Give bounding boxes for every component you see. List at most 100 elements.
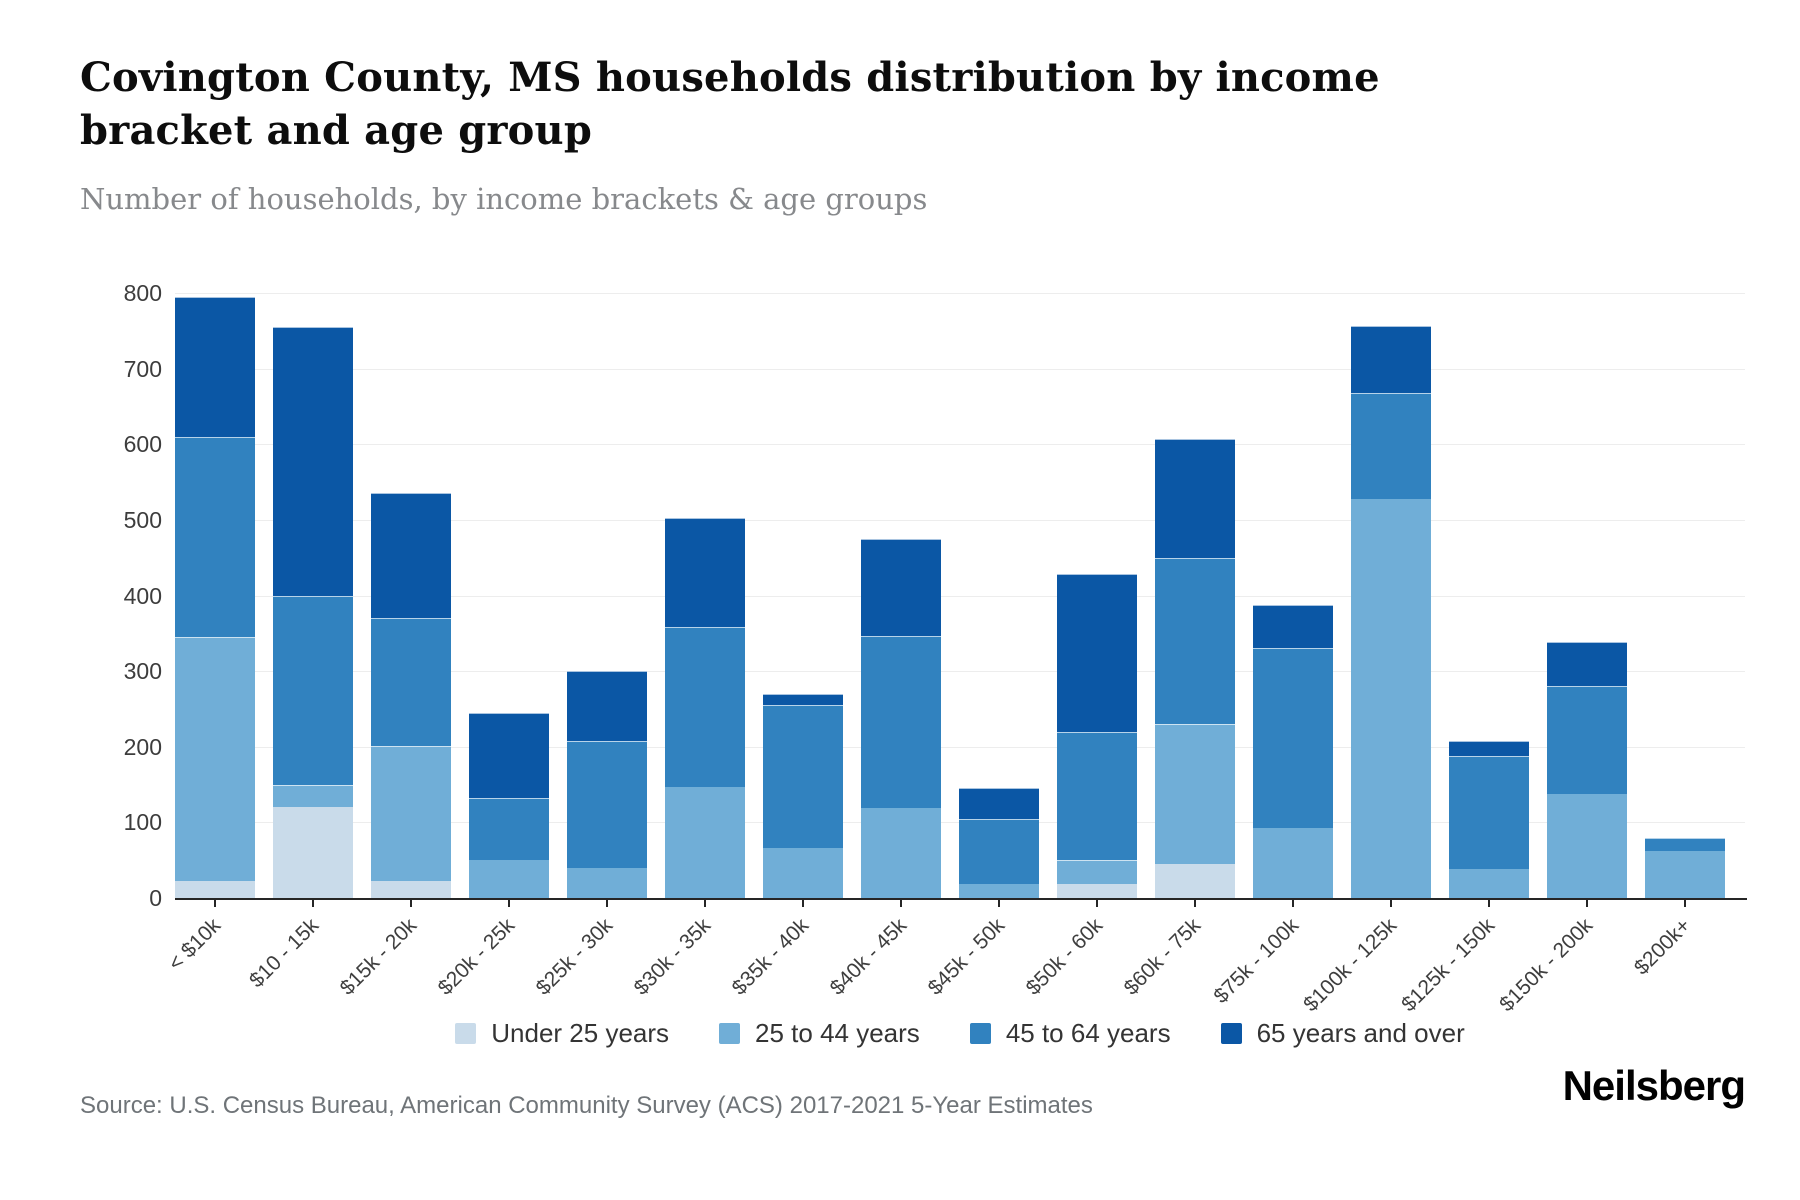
bar-segment-Under 25 years bbox=[371, 880, 451, 898]
bar-segment-65 years and over bbox=[1155, 438, 1235, 558]
legend-item-45 to 64 years[interactable]: 45 to 64 years bbox=[969, 1018, 1171, 1049]
bar-segment-45 to 64 years bbox=[1253, 648, 1333, 828]
bar-$10 - 15k bbox=[273, 240, 353, 898]
bar-segment-25 to 44 years bbox=[1253, 827, 1333, 898]
x-tick bbox=[998, 900, 1000, 907]
bar-segment-65 years and over bbox=[1449, 741, 1529, 756]
gridline-800 bbox=[175, 293, 1745, 294]
bar-segment-65 years and over bbox=[469, 712, 549, 799]
bar-segment-Under 25 years bbox=[1057, 884, 1137, 898]
bar-segment-65 years and over bbox=[861, 538, 941, 636]
bar-segment-25 to 44 years bbox=[1449, 869, 1529, 898]
legend-label: Under 25 years bbox=[491, 1018, 670, 1048]
bar-segment-65 years and over bbox=[175, 296, 255, 437]
legend-swatch bbox=[719, 1023, 741, 1044]
y-tick-label-500: 500 bbox=[123, 506, 162, 533]
bar-segment-65 years and over bbox=[665, 518, 745, 628]
bar-segment-45 to 64 years bbox=[567, 741, 647, 868]
bar-$40k - 45k bbox=[861, 240, 941, 898]
bar-segment-25 to 44 years bbox=[1547, 793, 1627, 898]
bar-segment-25 to 44 years bbox=[273, 784, 353, 808]
gridline-400 bbox=[175, 595, 1745, 597]
bar-segment-45 to 64 years bbox=[1547, 686, 1627, 794]
bar-$30k - 35k bbox=[665, 240, 745, 898]
bar-segment-45 to 64 years bbox=[175, 436, 255, 638]
legend-label: 25 to 44 years bbox=[755, 1018, 920, 1048]
x-tick bbox=[1488, 900, 1490, 907]
bar-segment-45 to 64 years bbox=[469, 798, 549, 861]
bar-segment-Under 25 years bbox=[175, 880, 255, 898]
bar-segment-65 years and over bbox=[1057, 574, 1137, 732]
x-tick bbox=[704, 900, 706, 907]
bar-$45k - 50k bbox=[959, 240, 1039, 898]
bar-segment-25 to 44 years bbox=[1351, 499, 1431, 898]
bar-segment-45 to 64 years bbox=[1645, 837, 1725, 852]
chart-title: Covington County, MS households distribu… bbox=[80, 54, 1380, 154]
bar-segment-25 to 44 years bbox=[371, 746, 451, 881]
bar-$60k - 75k bbox=[1155, 240, 1235, 898]
y-tick-label-300: 300 bbox=[123, 658, 162, 685]
gridline-600 bbox=[175, 444, 1745, 446]
neilsberg-logo: Neilsberg bbox=[1562, 1062, 1746, 1109]
bar-segment-65 years and over bbox=[763, 693, 843, 706]
legend-label: 65 years and over bbox=[1256, 1018, 1465, 1048]
gridline-500 bbox=[175, 519, 1745, 521]
x-tick bbox=[312, 900, 314, 907]
bar-< $10k bbox=[175, 240, 255, 898]
bar-segment-25 to 44 years bbox=[861, 808, 941, 898]
bar-$75k - 100k bbox=[1253, 240, 1333, 898]
source-note: Source: U.S. Census Bureau, American Com… bbox=[80, 1092, 1093, 1119]
bar-segment-45 to 64 years bbox=[273, 595, 353, 785]
bar-$125k - 150k bbox=[1449, 240, 1529, 898]
bar-$20k - 25k bbox=[469, 240, 549, 898]
x-tick bbox=[410, 900, 412, 907]
x-tick bbox=[1390, 900, 1392, 907]
bar-segment-45 to 64 years bbox=[1155, 557, 1235, 725]
x-tick bbox=[900, 900, 902, 907]
y-tick-label-100: 100 bbox=[123, 809, 162, 836]
bar-segment-25 to 44 years bbox=[469, 860, 549, 898]
bar-$15k - 20k bbox=[371, 240, 451, 898]
bar-segment-65 years and over bbox=[567, 671, 647, 742]
bar-segment-45 to 64 years bbox=[371, 618, 451, 746]
bar-segment-45 to 64 years bbox=[959, 818, 1039, 884]
legend-swatch bbox=[455, 1023, 477, 1044]
bar-segment-45 to 64 years bbox=[763, 705, 843, 849]
bar-$150k - 200k bbox=[1547, 240, 1627, 898]
x-tick bbox=[606, 900, 608, 907]
bar-segment-45 to 64 years bbox=[665, 627, 745, 787]
bar-$35k - 40k bbox=[763, 240, 843, 898]
x-tick bbox=[1292, 900, 1294, 907]
gridline-300 bbox=[175, 671, 1745, 673]
x-tick bbox=[802, 900, 804, 907]
y-tick-label-400: 400 bbox=[123, 582, 162, 609]
bar-segment-Under 25 years bbox=[273, 807, 353, 898]
y-tick-label-700: 700 bbox=[123, 355, 162, 382]
legend-item-65 years and over[interactable]: 65 years and over bbox=[1220, 1018, 1465, 1049]
legend: Under 25 years 25 to 44 years 45 to 64 yea… bbox=[175, 1018, 1745, 1049]
legend-item-Under 25 years[interactable]: Under 25 years bbox=[455, 1018, 669, 1049]
y-tick-label-200: 200 bbox=[123, 733, 162, 760]
bar-$200k+ bbox=[1645, 240, 1725, 898]
y-tick-label-800: 800 bbox=[123, 280, 162, 306]
legend-item-25 to 44 years[interactable]: 25 to 44 years bbox=[719, 1018, 920, 1049]
y-tick-label-600: 600 bbox=[123, 431, 162, 458]
bar-segment-65 years and over bbox=[1547, 642, 1627, 687]
bar-segment-25 to 44 years bbox=[959, 883, 1039, 898]
bar-segment-45 to 64 years bbox=[861, 635, 941, 809]
bar-$50k - 60k bbox=[1057, 240, 1137, 898]
bar-$25k - 30k bbox=[567, 240, 647, 898]
bar-segment-25 to 44 years bbox=[1155, 724, 1235, 864]
bar-segment-65 years and over bbox=[1351, 325, 1431, 393]
chart-subtitle: Number of households, by income brackets… bbox=[80, 182, 928, 216]
gridline-700 bbox=[175, 368, 1745, 370]
x-tick bbox=[508, 900, 510, 907]
legend-swatch bbox=[1220, 1023, 1242, 1044]
bar-segment-45 to 64 years bbox=[1057, 731, 1137, 861]
bar-segment-65 years and over bbox=[273, 327, 353, 596]
bar-segment-25 to 44 years bbox=[1057, 860, 1137, 885]
plot-area: 0 100 200 300 400 500 600 700 800 < $10k $10 - 15… bbox=[124, 240, 1747, 1016]
bar-segment-45 to 64 years bbox=[1351, 392, 1431, 500]
bar-segment-45 to 64 years bbox=[1449, 755, 1529, 870]
